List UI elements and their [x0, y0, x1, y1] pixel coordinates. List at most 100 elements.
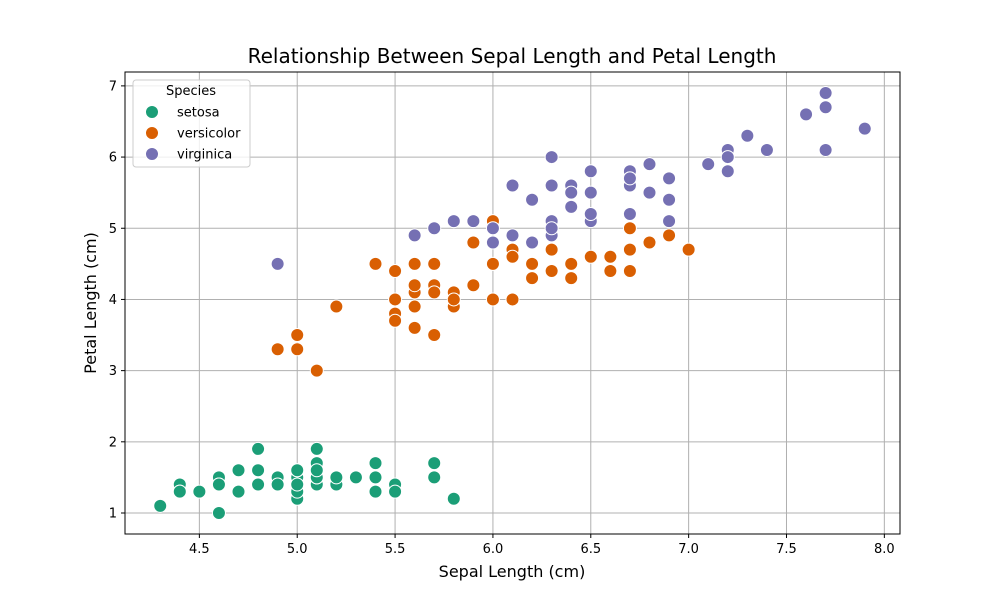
data-point-virginica [720, 164, 735, 179]
data-point-setosa [427, 470, 442, 485]
data-point-setosa [309, 463, 324, 478]
data-point-versicolor [505, 292, 520, 307]
x-tick-label: 7.5 [776, 542, 797, 557]
x-tick-label: 8.0 [874, 542, 895, 557]
data-point-virginica [818, 86, 833, 100]
y-tick-label: 6 [109, 151, 117, 166]
data-point-setosa [329, 470, 344, 485]
data-point-setosa [388, 484, 403, 499]
data-point-versicolor [622, 242, 637, 257]
data-point-versicolor [407, 256, 422, 271]
data-point-versicolor [681, 242, 696, 257]
data-point-virginica [466, 214, 481, 229]
data-point-versicolor [446, 292, 461, 307]
data-point-setosa [446, 491, 461, 506]
data-point-versicolor [466, 235, 481, 250]
data-point-setosa [251, 477, 266, 492]
data-point-setosa [251, 463, 266, 478]
data-point-virginica [525, 235, 540, 250]
legend-marker-versicolor [145, 126, 159, 140]
data-point-virginica [662, 214, 677, 229]
data-point-virginica [485, 235, 500, 250]
data-point-versicolor [329, 299, 344, 314]
data-point-setosa [290, 477, 305, 492]
data-point-versicolor [603, 249, 618, 264]
data-point-virginica [622, 207, 637, 222]
data-point-setosa [211, 477, 226, 492]
data-point-versicolor [525, 271, 540, 286]
data-point-versicolor [368, 256, 383, 271]
data-point-versicolor [407, 278, 422, 293]
data-point-virginica [720, 150, 735, 165]
grid-lines [125, 72, 900, 534]
data-point-virginica [544, 178, 559, 193]
legend: Species setosa versicolor virginica [132, 79, 251, 168]
data-point-versicolor [603, 263, 618, 278]
data-point-virginica [642, 185, 657, 200]
data-point-versicolor [544, 242, 559, 257]
data-point-setosa [427, 456, 442, 471]
data-point-versicolor [544, 263, 559, 278]
legend-title: Species [166, 84, 216, 99]
data-point-setosa [270, 477, 285, 492]
data-point-versicolor [407, 320, 422, 335]
data-point-setosa [348, 470, 363, 485]
data-point-setosa [153, 498, 168, 513]
data-point-virginica [642, 157, 657, 172]
data-point-setosa [368, 470, 383, 485]
legend-label-setosa: setosa [177, 106, 220, 121]
data-point-virginica [857, 121, 872, 136]
data-point-setosa [172, 484, 187, 499]
data-point-virginica [583, 164, 598, 179]
y-tick-label: 1 [109, 507, 117, 522]
series-versicolor [270, 214, 696, 378]
x-tick-label: 6.5 [580, 542, 601, 557]
y-tick-label: 4 [109, 293, 117, 308]
data-point-versicolor [270, 342, 285, 357]
x-tick-label: 6.0 [483, 542, 504, 557]
data-point-virginica [505, 178, 520, 193]
data-point-virginica [818, 100, 833, 115]
data-point-versicolor [583, 249, 598, 264]
data-point-virginica [583, 207, 598, 222]
x-tick-label: 4.5 [189, 542, 210, 557]
data-point-virginica [544, 221, 559, 236]
data-point-virginica [505, 228, 520, 243]
x-axis-ticks: 4.5 5.0 5.5 6.0 6.5 7.0 7.5 8.0 [189, 534, 895, 557]
data-point-virginica [662, 192, 677, 207]
data-point-versicolor [388, 313, 403, 328]
legend-marker-virginica [145, 147, 159, 161]
data-point-versicolor [290, 342, 305, 357]
data-point-virginica [740, 128, 755, 143]
x-tick-label: 5.0 [287, 542, 308, 557]
data-point-virginica [662, 171, 677, 186]
data-point-setosa [251, 441, 266, 456]
x-tick-label: 7.0 [678, 542, 699, 557]
data-point-versicolor [466, 278, 481, 293]
data-point-setosa [211, 506, 226, 520]
data-point-virginica [485, 221, 500, 236]
data-point-setosa [290, 463, 305, 478]
data-point-versicolor [642, 235, 657, 250]
data-point-versicolor [564, 271, 579, 286]
data-point-versicolor [525, 256, 540, 271]
data-point-versicolor [485, 256, 500, 271]
x-axis-label: Sepal Length (cm) [439, 562, 586, 581]
data-point-setosa [231, 463, 246, 478]
data-point-versicolor [622, 221, 637, 236]
data-point-virginica [525, 192, 540, 207]
y-tick-label: 2 [109, 435, 117, 450]
data-point-virginica [564, 185, 579, 200]
data-point-versicolor [290, 328, 305, 343]
data-point-versicolor [485, 292, 500, 307]
data-point-virginica [427, 221, 442, 236]
data-point-virginica [799, 107, 814, 122]
data-point-versicolor [427, 256, 442, 271]
data-point-virginica [759, 142, 774, 157]
data-point-versicolor [388, 292, 403, 307]
data-point-virginica [446, 214, 461, 229]
series-virginica [270, 86, 872, 271]
data-point-virginica [564, 199, 579, 214]
data-points [153, 86, 872, 520]
data-point-virginica [818, 142, 833, 157]
